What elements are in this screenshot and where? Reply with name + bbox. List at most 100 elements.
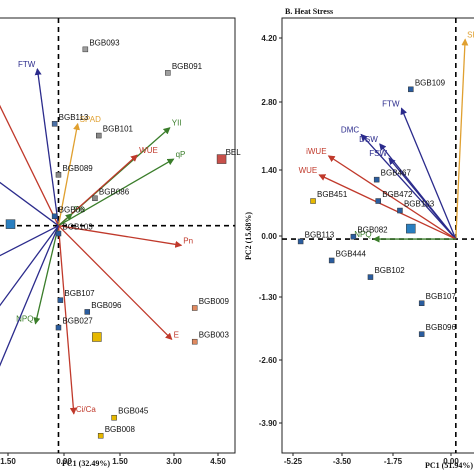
panel-a-point-label: BGB091 xyxy=(172,62,203,71)
panel-a-point-label: BGB101 xyxy=(103,125,134,134)
panel-a-data-point xyxy=(55,230,62,237)
panel-b-data-point xyxy=(408,86,414,93)
panel-a-vector-arrow xyxy=(0,225,60,307)
panel-a-frame xyxy=(0,17,236,454)
panel-a-data-point xyxy=(55,324,62,331)
panel-b-x-axis-label: PC1 (51.94%) xyxy=(425,461,473,470)
panel-a-vector-arrow xyxy=(58,225,173,341)
panel-a-data-point xyxy=(191,305,198,311)
panel-b-y-tick-label: -3.90 xyxy=(259,419,278,428)
panel-a-plot: FTWiWUESPADYIIWUEqP098FmPnDSWFSWNPQECi/C… xyxy=(0,18,241,466)
panel-a-data-point xyxy=(111,414,117,421)
panel-b-x-tick-label: -1.75 xyxy=(384,457,403,466)
panel-a-data-point xyxy=(216,154,227,164)
panel-b-vector-label: WUE xyxy=(299,166,318,175)
panel-a-vector-arrow xyxy=(34,67,60,226)
panel-b-vector-arrow xyxy=(388,157,457,240)
panel-a-point-label: BGB089 xyxy=(62,164,93,173)
panel-a-data-point xyxy=(84,309,91,315)
panel-a-vector-arrow xyxy=(0,225,59,257)
panel-b-data-point xyxy=(418,331,425,337)
panel-a-vector-label: Ci/Ca xyxy=(76,405,97,414)
panel-b-point-label: BGB096 xyxy=(426,323,457,332)
panel-b-vector-label: iWUE xyxy=(306,147,326,156)
panel-b-vector-label: NPQ xyxy=(354,230,371,239)
panel-b-vector-arrow xyxy=(327,155,457,240)
panel-a-vector-arrow xyxy=(33,225,60,325)
panel-b-data-point xyxy=(328,257,335,264)
panel-a-point-label: BGB086 xyxy=(99,187,130,196)
panel-a-vector-label: YII xyxy=(172,119,182,128)
panel-a-point-label: BGB06 xyxy=(59,205,85,214)
panel-b-y-axis-label: PC2 (15.68%) xyxy=(244,212,253,260)
panel-a-data-point xyxy=(191,338,198,345)
panel-a-vector-arrow xyxy=(0,225,60,367)
panel-a-vector-arrow xyxy=(58,158,175,227)
panel-b-y-tick-label: 4.20 xyxy=(261,34,277,43)
panel-a-data-point xyxy=(97,433,104,439)
panel-a-data-point xyxy=(92,332,102,342)
panel-a-data-point xyxy=(5,219,16,229)
panel-a-point-label: BGB103 xyxy=(62,223,93,232)
panel-a-data-point xyxy=(51,121,58,127)
panel-a-data-point xyxy=(55,172,62,178)
panel-b-data-point xyxy=(310,198,316,204)
panel-a-data-point xyxy=(57,297,64,303)
panel-a-x-tick-label: 1.50 xyxy=(0,457,16,466)
panel-a-vector-arrow xyxy=(58,225,183,248)
panel-a-vector-label: SPAD xyxy=(80,115,101,124)
panel-a-vector-label: Pn xyxy=(183,236,193,245)
panel-a-data-point xyxy=(96,132,102,139)
panel-a-point-label: BGB096 xyxy=(91,301,122,310)
panel-b-data-point xyxy=(350,233,357,240)
panel-b-vector-label: DMC xyxy=(341,125,359,134)
panel-a-vector-arrow xyxy=(0,104,60,226)
panel-b-x-tick-label: -5.25 xyxy=(284,457,303,466)
panel-b-vector-label: DSW xyxy=(359,135,378,144)
panel-a-point-label: BGB113 xyxy=(59,113,89,122)
panel-b-x-tick-label: -3.50 xyxy=(333,457,352,466)
panel-b-data-point xyxy=(375,198,381,204)
panel-a-vector-arrow xyxy=(0,181,59,227)
panel-a-vector-label: NPQ xyxy=(16,315,33,324)
panel-a-x-axis-label: PC1 (32.49%) xyxy=(62,459,110,468)
panel-b-data-point xyxy=(373,176,380,183)
panel-a-point-label: BEL xyxy=(226,148,242,157)
panel-a-point-label: BGB009 xyxy=(199,297,230,306)
panel-a-data-point xyxy=(92,195,98,202)
panel-a-point-label: BGB107 xyxy=(64,289,95,298)
panel-a-vector-label: E xyxy=(174,330,179,339)
panel-a-data-point xyxy=(165,70,171,76)
panel-b-vector-label: SPAD xyxy=(467,30,474,39)
panel-b-vector-arrow xyxy=(360,133,457,240)
panel-b-data-point xyxy=(367,274,374,280)
panel-b-data-point xyxy=(406,223,416,234)
panel-b-point-label: BGB467 xyxy=(381,169,412,178)
panel-a-point-label: BGB003 xyxy=(199,331,230,340)
panel-b-point-label: BGB113 xyxy=(305,230,335,239)
panel-b-data-point xyxy=(297,238,304,245)
panel-b-vector-arrow xyxy=(318,174,457,240)
panel-a-point-label: BGB008 xyxy=(105,425,136,434)
panel-a-point-label: BGB093 xyxy=(89,38,120,47)
panel-b-y-tick-label: 0.00 xyxy=(261,232,277,241)
panel-a-x-tick-label: 3.00 xyxy=(166,457,182,466)
panel-b-vector-label: FTW xyxy=(382,99,400,108)
panel-b-point-label: BGB082 xyxy=(357,226,388,235)
panel-a-vector-label: WUE xyxy=(139,146,158,155)
panel-b-point-label: BGB102 xyxy=(374,266,405,275)
panel-b-point-label: BGB472 xyxy=(382,190,413,199)
panel-b-data-point xyxy=(397,207,403,214)
panel-a-x-tick-label: 1.50 xyxy=(112,457,128,466)
panel-a-vector-arrow xyxy=(58,213,73,227)
panel-a-vector-label: Fm xyxy=(74,205,86,214)
panel-a-data-point xyxy=(82,46,89,53)
panel-b-point-label: BGB444 xyxy=(336,249,367,258)
panel-b-y-tick-label: 2.80 xyxy=(261,98,277,107)
panel-a-x-tick-label: 0.00 xyxy=(56,457,72,466)
panel-b-y-tick-label: -2.60 xyxy=(259,356,278,365)
panel-b-vector-arrow xyxy=(400,107,457,240)
panel-b-y-tick-label: 1.40 xyxy=(261,166,277,175)
panel-b-point-label: BGB109 xyxy=(415,78,446,87)
